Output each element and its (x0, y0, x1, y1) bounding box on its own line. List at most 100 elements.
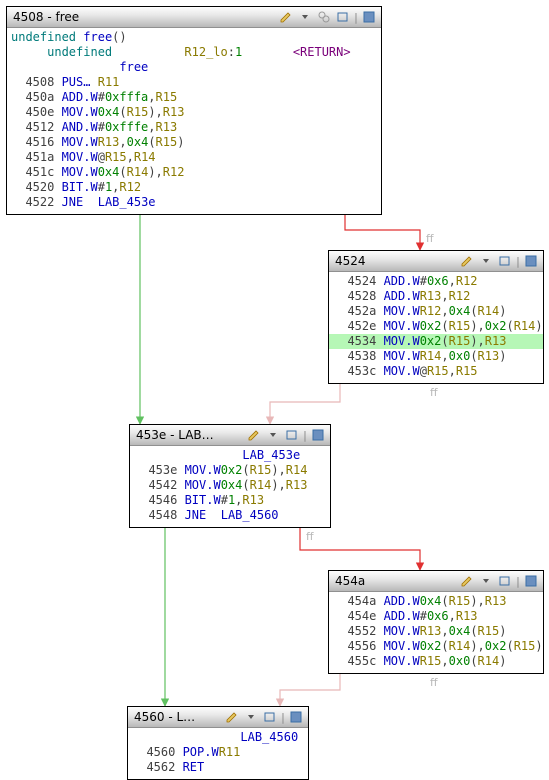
node-title: 454a (335, 574, 459, 588)
node-title: 4560 - L… (134, 710, 224, 724)
node-titlebar[interactable]: 4508 - free | (7, 7, 381, 28)
disasm-line[interactable]: 451c MOV.W0x4(R14),R12 (11, 165, 377, 180)
separator-icon: | (281, 709, 285, 725)
edit-icon[interactable] (246, 427, 262, 443)
cfg-node[interactable]: 4524| 4524 ADD.W#0x6,R12 4528 ADD.WR13,R… (328, 250, 544, 384)
node-title: 4508 - free (13, 10, 278, 24)
disasm-line[interactable]: 4520 BIT.W#1,R12 (11, 180, 377, 195)
restore-icon[interactable] (284, 427, 300, 443)
address: 4556 (333, 639, 384, 653)
node-titlebar[interactable]: 4524| (329, 251, 543, 272)
maximize-icon[interactable] (523, 253, 539, 269)
disasm-line[interactable]: 451a MOV.W@R15,R14 (11, 150, 377, 165)
disasm-line[interactable]: 450e MOV.W0x4(R15),R13 (11, 105, 377, 120)
groups-icon[interactable] (316, 9, 332, 25)
address: 4520 (11, 180, 62, 194)
restore-icon[interactable] (497, 573, 513, 589)
address: 4538 (333, 349, 384, 363)
block-label: LAB_453e (134, 448, 326, 463)
edit-icon[interactable] (224, 709, 240, 725)
address: 4524 (333, 274, 384, 288)
signature-line: undefined free() (11, 30, 377, 45)
maximize-icon[interactable] (288, 709, 304, 725)
disasm-line[interactable]: 454a ADD.W0x4(R15),R13 (333, 594, 539, 609)
separator-icon: | (354, 9, 358, 25)
disasm-line[interactable]: 455c MOV.WR15,0x0(R14) (333, 654, 539, 669)
disasm-line[interactable]: 4524 ADD.W#0x6,R12 (333, 274, 539, 289)
node-titlebar[interactable]: 4560 - L… | (128, 707, 308, 728)
dropdown-icon[interactable] (265, 427, 281, 443)
dropdown-icon[interactable] (478, 573, 494, 589)
signature-line: undefined R12_lo:1 <RETURN> (11, 45, 377, 60)
address: 452e (333, 319, 384, 333)
disasm-line[interactable]: 4556 MOV.W0x2(R14),0x2(R15) (333, 639, 539, 654)
node-titlebar[interactable]: 454a | (329, 571, 543, 592)
cfg-node[interactable]: 453e - LAB… | LAB_453e 453e MOV.W0x2(R15)… (129, 424, 331, 528)
address: 454a (333, 594, 384, 608)
cfg-node[interactable]: 4560 - L… | LAB_4560 4560 POP.WR11 4562 R… (127, 706, 309, 780)
restore-icon[interactable] (262, 709, 278, 725)
node-body: undefined free() undefined R12_lo:1 <RET… (7, 28, 381, 214)
disasm-line[interactable]: 4512 AND.W#0xfffe,R13 (11, 120, 377, 135)
node-body: LAB_453e 453e MOV.W0x2(R15),R14 4542 MOV… (130, 446, 330, 527)
dropdown-icon[interactable] (243, 709, 259, 725)
separator-icon: | (303, 427, 307, 443)
dropdown-icon[interactable] (297, 9, 313, 25)
node-title: 453e - LAB… (136, 428, 246, 442)
disasm-line[interactable]: 4516 MOV.WR13,0x4(R15) (11, 135, 377, 150)
edge-uncond (280, 670, 340, 706)
address: 4560 (132, 745, 183, 759)
address: 4562 (132, 760, 183, 774)
disasm-line[interactable]: 4562 RET (132, 760, 304, 775)
disasm-line[interactable]: 453c MOV.W@R15,R15 (333, 364, 539, 379)
address: 451a (11, 150, 62, 164)
fallthrough-label: ff (426, 232, 434, 245)
separator-icon: | (516, 253, 520, 269)
address: 4516 (11, 135, 62, 149)
node-body: 454a ADD.W0x4(R15),R13 454e ADD.W#0x6,R1… (329, 592, 543, 673)
maximize-icon[interactable] (361, 9, 377, 25)
address: 451c (11, 165, 62, 179)
edge-uncond (270, 380, 340, 424)
restore-icon[interactable] (497, 253, 513, 269)
separator-icon: | (516, 573, 520, 589)
address: 453e (134, 463, 185, 477)
restore-icon[interactable] (335, 9, 351, 25)
address: 4542 (134, 478, 185, 492)
address: 454e (333, 609, 384, 623)
disasm-line[interactable]: 4508 PUS… R11 (11, 75, 377, 90)
address: 4522 (11, 195, 62, 209)
dropdown-icon[interactable] (478, 253, 494, 269)
node-body: 4524 ADD.W#0x6,R12 4528 ADD.WR13,R12 452… (329, 272, 543, 383)
maximize-icon[interactable] (310, 427, 326, 443)
disasm-line[interactable]: 4534 MOV.W0x2(R15),R13 (329, 334, 543, 349)
edge-true (300, 524, 420, 570)
maximize-icon[interactable] (523, 573, 539, 589)
disasm-line[interactable]: 452a MOV.WR12,0x4(R14) (333, 304, 539, 319)
disasm-line[interactable]: 4552 MOV.WR13,0x4(R15) (333, 624, 539, 639)
edit-icon[interactable] (459, 253, 475, 269)
cfg-node[interactable]: 4508 - free | undefined free() undefined R… (6, 6, 382, 215)
disasm-line[interactable]: 452e MOV.W0x2(R15),0x2(R14) (333, 319, 539, 334)
node-body: LAB_4560 4560 POP.WR11 4562 RET (128, 728, 308, 779)
disasm-line[interactable]: 450a ADD.W#0xfffa,R15 (11, 90, 377, 105)
cfg-node[interactable]: 454a | 454a ADD.W0x4(R15),R13 454e ADD.W#… (328, 570, 544, 674)
node-titlebar[interactable]: 453e - LAB… | (130, 425, 330, 446)
address: 4548 (134, 508, 185, 522)
edit-icon[interactable] (459, 573, 475, 589)
address: 452a (333, 304, 384, 318)
disasm-line[interactable]: 4522 JNE LAB_453e (11, 195, 377, 210)
edit-icon[interactable] (278, 9, 294, 25)
disasm-line[interactable]: 4560 POP.WR11 (132, 745, 304, 760)
address: 4528 (333, 289, 384, 303)
fallthrough-label: ff (430, 386, 438, 399)
disasm-line[interactable]: 4538 MOV.WR14,0x0(R13) (333, 349, 539, 364)
disasm-line[interactable]: 453e MOV.W0x2(R15),R14 (134, 463, 326, 478)
disasm-line[interactable]: 454e ADD.W#0x6,R13 (333, 609, 539, 624)
disasm-line[interactable]: 4548 JNE LAB_4560 (134, 508, 326, 523)
disasm-line[interactable]: 4542 MOV.W0x4(R14),R13 (134, 478, 326, 493)
fallthrough-label: ff (306, 530, 314, 543)
fallthrough-label: ff (430, 676, 438, 689)
disasm-line[interactable]: 4528 ADD.WR13,R12 (333, 289, 539, 304)
disasm-line[interactable]: 4546 BIT.W#1,R13 (134, 493, 326, 508)
